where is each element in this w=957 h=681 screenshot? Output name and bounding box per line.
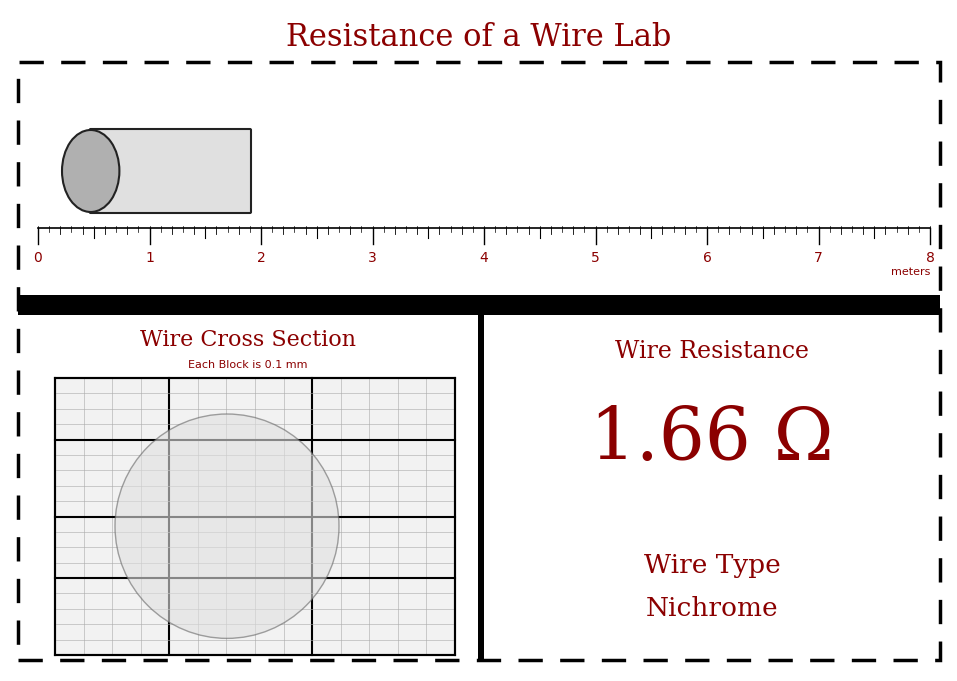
Bar bbox=[55, 378, 455, 655]
Ellipse shape bbox=[62, 130, 120, 212]
Bar bbox=[55, 378, 455, 655]
Text: Wire Type: Wire Type bbox=[644, 552, 780, 577]
Text: 8: 8 bbox=[925, 251, 934, 265]
Bar bbox=[18, 295, 940, 315]
Text: 6: 6 bbox=[702, 251, 711, 265]
Text: Resistance of a Wire Lab: Resistance of a Wire Lab bbox=[286, 22, 671, 54]
Bar bbox=[18, 62, 940, 660]
Text: 7: 7 bbox=[814, 251, 823, 265]
Text: 1: 1 bbox=[145, 251, 154, 265]
Ellipse shape bbox=[115, 414, 339, 638]
Text: 4: 4 bbox=[479, 251, 488, 265]
Text: Wire Resistance: Wire Resistance bbox=[615, 340, 809, 364]
Text: Nichrome: Nichrome bbox=[646, 595, 778, 620]
Text: Each Block is 0.1 mm: Each Block is 0.1 mm bbox=[189, 360, 308, 370]
FancyBboxPatch shape bbox=[90, 129, 251, 213]
Text: 5: 5 bbox=[591, 251, 600, 265]
Bar bbox=[478, 315, 484, 660]
Text: 0: 0 bbox=[33, 251, 42, 265]
Text: meters: meters bbox=[891, 267, 930, 277]
Text: 3: 3 bbox=[368, 251, 377, 265]
Text: Wire Cross Section: Wire Cross Section bbox=[140, 329, 356, 351]
Text: 1.66 Ω: 1.66 Ω bbox=[590, 405, 834, 475]
Text: 2: 2 bbox=[256, 251, 265, 265]
